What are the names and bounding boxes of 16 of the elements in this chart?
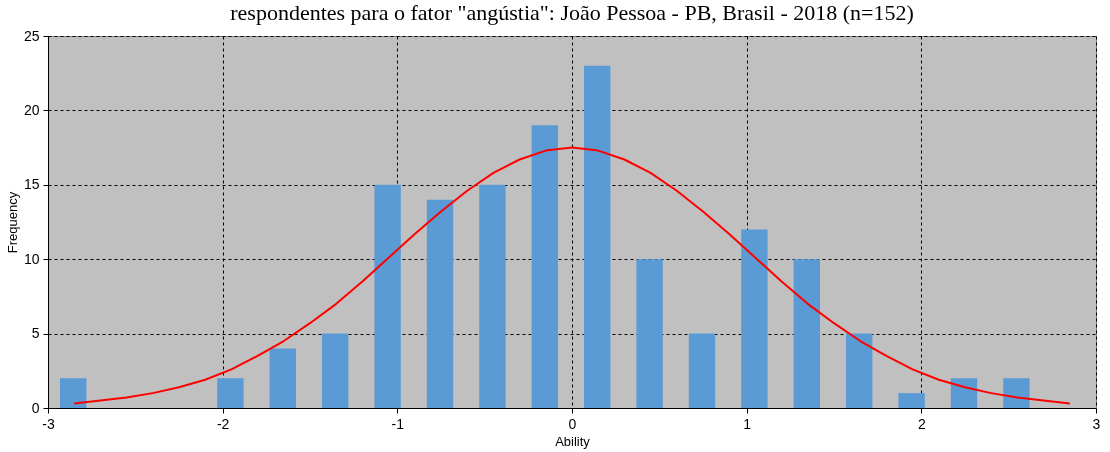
y-tick-label: 25 [23,27,40,44]
x-tick-label: 1 [743,415,752,432]
x-tick-label: -3 [42,415,55,432]
y-tick-label: 15 [23,176,40,193]
x-tick-label: 3 [1092,415,1101,432]
x-axis-title: Ability [555,433,591,449]
chart-title: respondentes para o fator "angústia": João Pessoa - PB, Brasil - 2018 (n=152) [230,0,914,25]
y-tick-label: 10 [23,250,40,267]
y-tick-label: 0 [31,399,40,416]
x-tick-label: 0 [568,415,577,432]
x-tick-label: -1 [391,415,405,432]
x-tick-label: -2 [216,415,230,432]
y-tick-label: 20 [23,101,40,118]
x-tick-label: 2 [917,415,926,432]
y-tick-label: 5 [31,325,40,342]
y-axis-title: Frequency [4,191,20,254]
